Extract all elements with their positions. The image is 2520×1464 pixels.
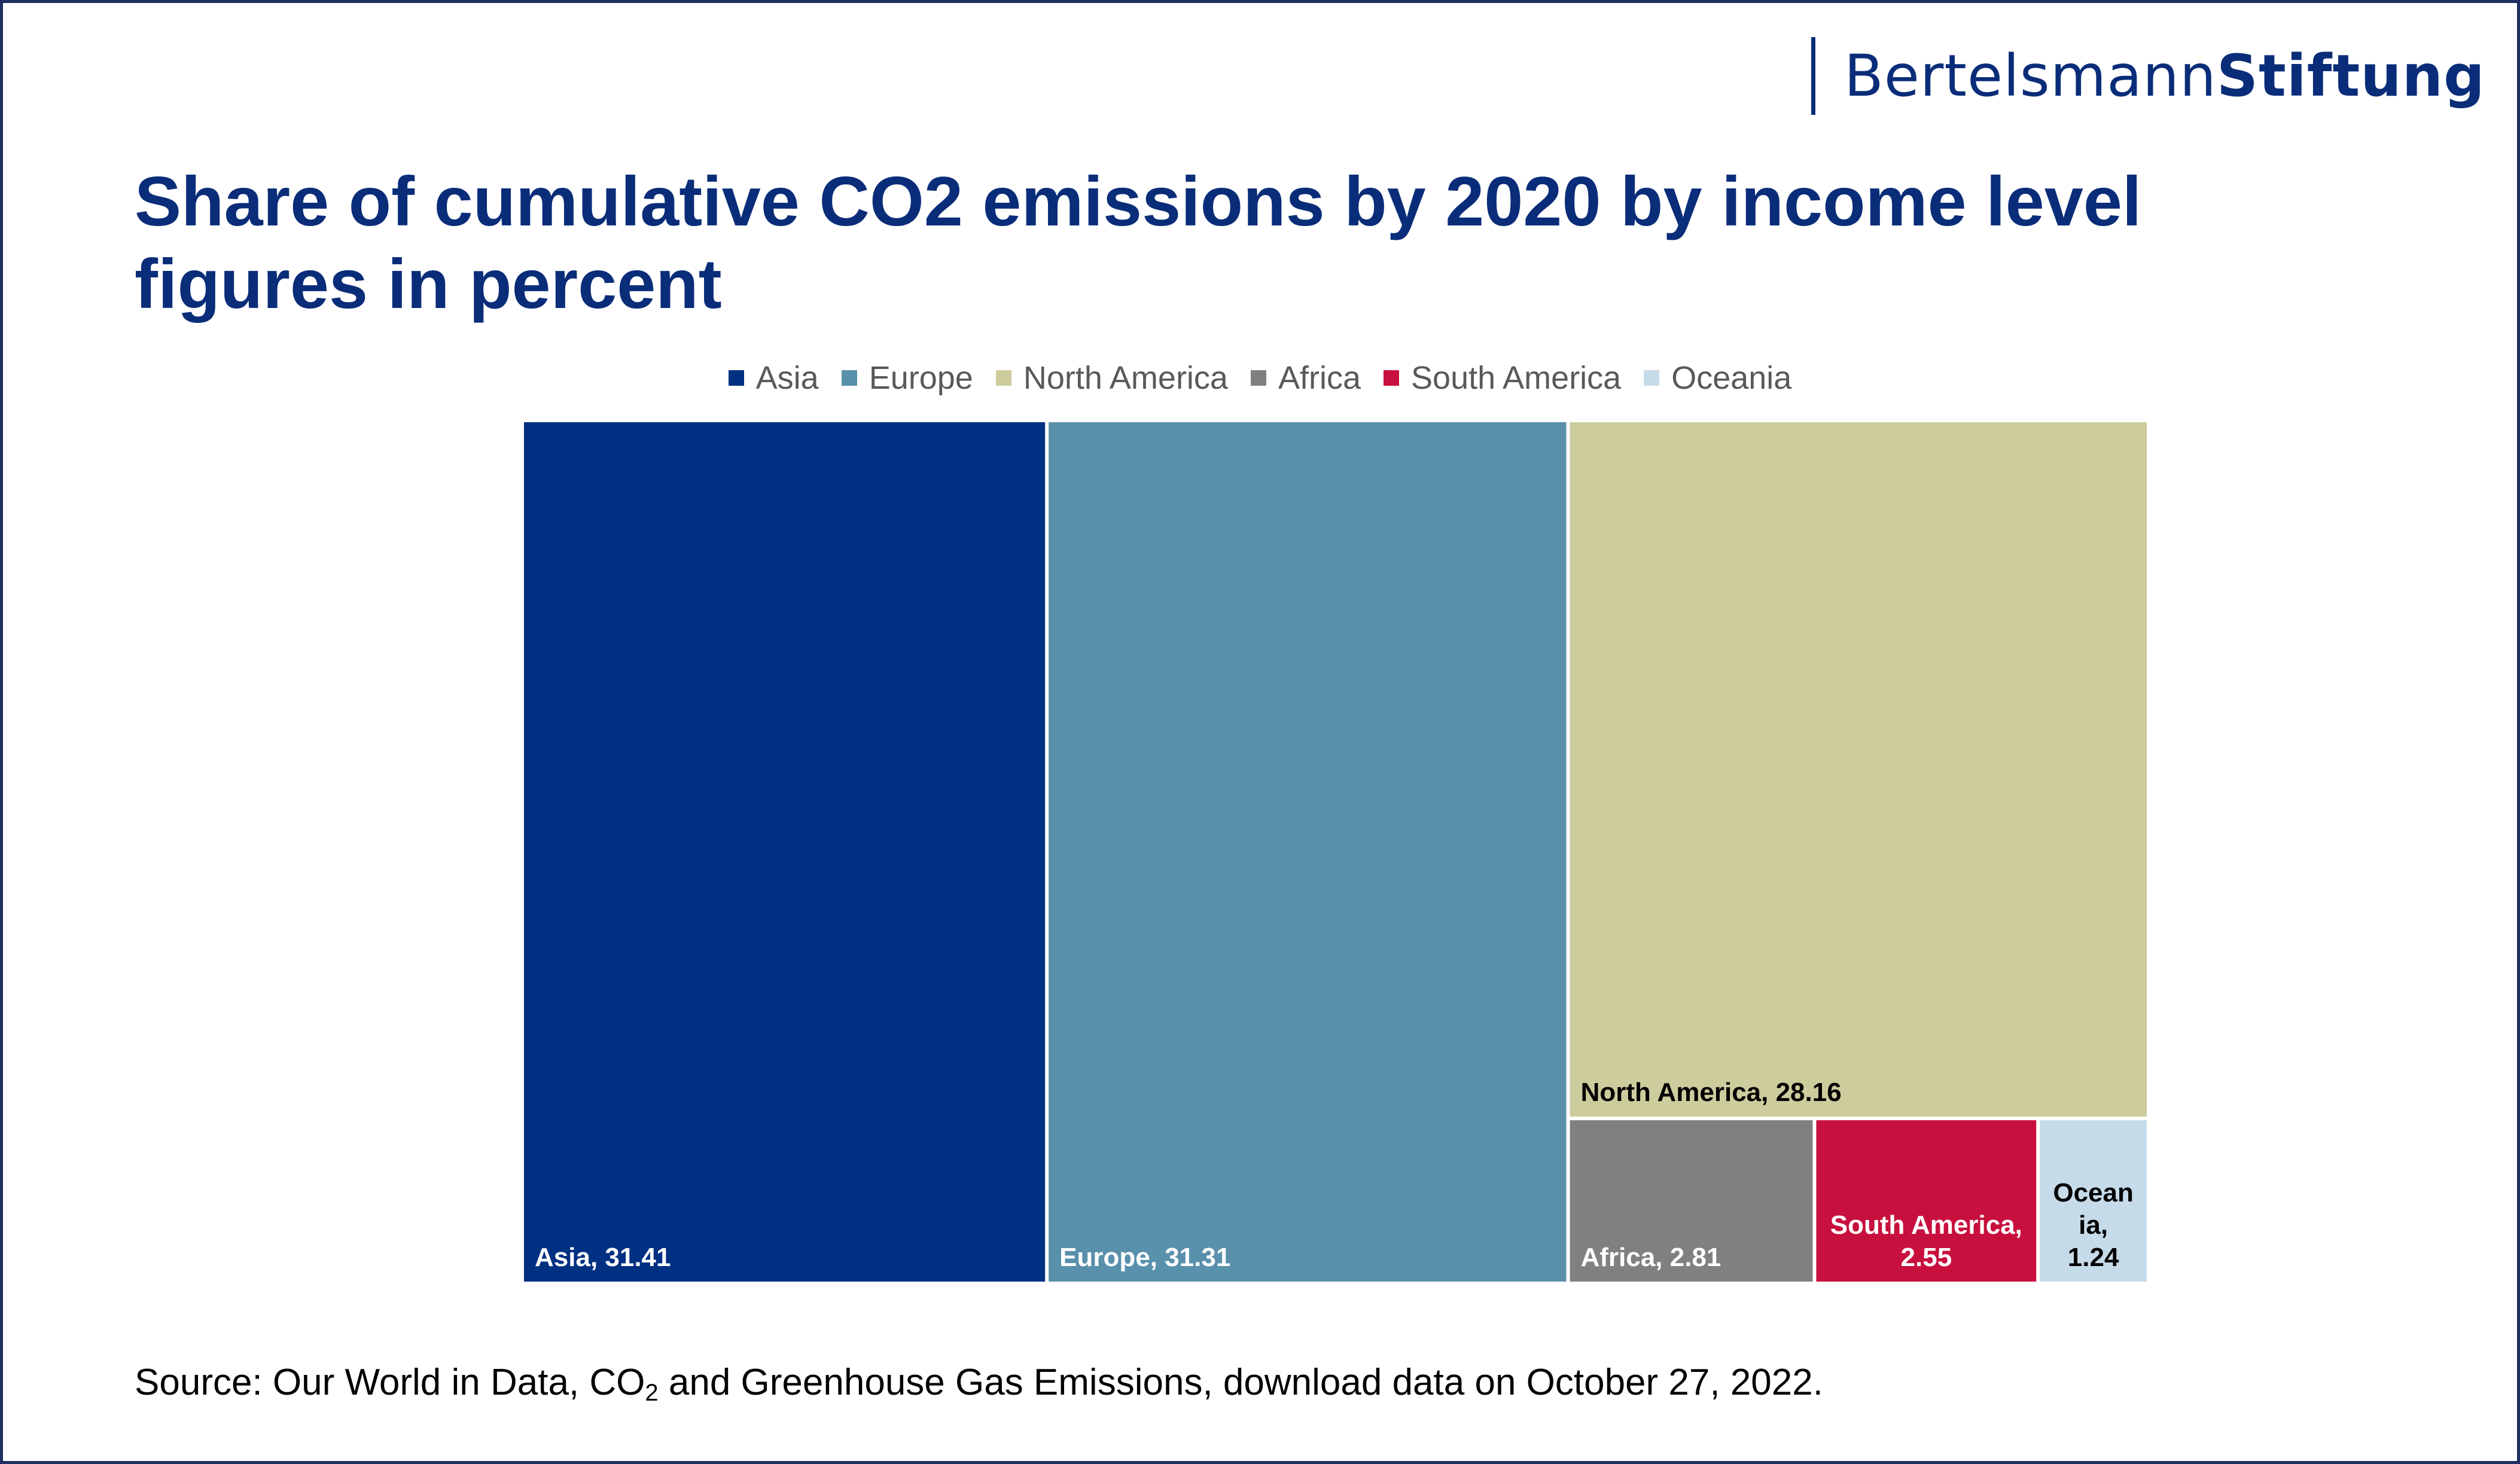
legend-label: Africa (1278, 360, 1361, 396)
legend-item-oceania: Oceania (1644, 359, 1791, 396)
chart-title-line2: figures in percent (135, 245, 722, 323)
treemap-label-south-america: South America, (1830, 1210, 2022, 1240)
treemap-label-north-america: North America, 28.16 (1581, 1078, 1842, 1107)
brand-logo: BertelsmannStiftung (1811, 37, 2485, 115)
brand-logo-part2: Stiftung (2216, 42, 2485, 109)
treemap-label-south-america: 2.55 (1901, 1243, 1952, 1272)
source-suffix: and Greenhouse Gas Emissions, download d… (658, 1362, 1823, 1403)
legend-item-north-america: North America (995, 359, 1228, 396)
treemap-tile-europe (1049, 422, 1567, 1282)
treemap-tile-asia (524, 422, 1046, 1282)
legend-swatch (1384, 370, 1400, 386)
chart-legend: Asia Europe North America Africa South Ameri… (0, 355, 2520, 401)
legend-swatch (841, 370, 857, 386)
treemap-svg: Asia, 31.41 Europe, 31.31 North America, 2… (524, 422, 2147, 1282)
treemap-tile-north-america (1570, 422, 2147, 1117)
treemap-tile-africa (1570, 1120, 1813, 1282)
legend-swatch (995, 370, 1011, 386)
legend-label: Asia (755, 360, 819, 396)
treemap-chart: Asia, 31.41 Europe, 31.31 North America, 2… (524, 422, 2147, 1282)
brand-logo-bar (1811, 37, 1815, 115)
brand-logo-part1: Bertelsmann (1844, 42, 2217, 109)
chart-title-line1: Share of cumulative CO2 emissions by 202… (135, 162, 2142, 240)
legend-label: Europe (869, 360, 973, 396)
treemap-label-oceania: ia, (2079, 1210, 2108, 1240)
legend-item-africa: Africa (1250, 359, 1361, 396)
legend-label: South America (1411, 360, 1622, 396)
treemap-label-africa: Africa, 2.81 (1581, 1243, 1721, 1272)
legend-swatch (1250, 370, 1266, 386)
treemap-label-asia: Asia, 31.41 (535, 1243, 671, 1272)
treemap-label-oceania: Ocean (2053, 1178, 2134, 1207)
treemap-label-oceania: 1.24 (2068, 1243, 2119, 1272)
legend-item-asia: Asia (728, 359, 819, 396)
treemap-tile-south-america (1816, 1120, 2037, 1282)
source-prefix: Source: Our World in Data, CO (135, 1362, 645, 1403)
legend-swatch (728, 370, 744, 386)
brand-logo-text: BertelsmannStiftung (1844, 42, 2485, 109)
legend-label: North America (1023, 360, 1228, 396)
chart-title: Share of cumulative CO2 emissions by 202… (135, 160, 2348, 325)
legend-label: Oceania (1671, 360, 1792, 396)
legend-item-south-america: South America (1384, 359, 1621, 396)
legend-item-europe: Europe (841, 359, 973, 396)
treemap-label-europe: Europe, 31.31 (1059, 1243, 1230, 1272)
source-subscript: 2 (645, 1380, 659, 1406)
source-note: Source: Our World in Data, CO2 and Green… (135, 1361, 1823, 1407)
treemap-tile-oceania (2040, 1120, 2147, 1282)
legend-swatch (1644, 370, 1660, 386)
